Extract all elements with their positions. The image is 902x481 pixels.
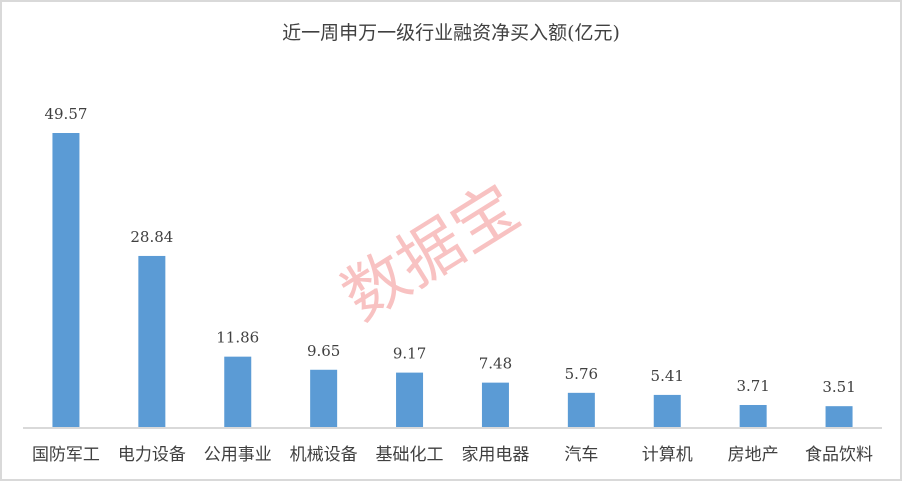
x-tick-label: 公用事业 xyxy=(204,445,272,465)
x-tick-label: 机械设备 xyxy=(290,445,358,465)
data-label: 49.57 xyxy=(44,105,87,123)
bar xyxy=(567,392,595,427)
bar xyxy=(138,255,166,427)
x-tick-label: 电力设备 xyxy=(118,445,186,465)
x-tick-label: 汽车 xyxy=(564,445,598,465)
chart-title: 近一周申万一级行业融资净买入额(亿元) xyxy=(282,22,620,44)
data-label: 7.48 xyxy=(479,355,512,373)
x-tick-label: 计算机 xyxy=(642,445,693,465)
bar xyxy=(310,369,338,427)
data-label: 9.17 xyxy=(393,345,426,363)
bar xyxy=(825,406,853,427)
bar xyxy=(653,394,681,427)
data-label: 5.41 xyxy=(651,367,684,385)
data-label: 28.84 xyxy=(130,228,173,246)
x-tick-label: 家用电器 xyxy=(461,445,529,465)
data-label: 9.65 xyxy=(307,342,340,360)
bar xyxy=(224,356,252,427)
x-tick-label: 食品饮料 xyxy=(805,445,873,465)
bar xyxy=(52,133,80,427)
bar xyxy=(739,404,767,427)
data-label: 11.86 xyxy=(216,329,259,347)
bar xyxy=(396,372,424,427)
data-label: 3.71 xyxy=(736,377,769,395)
data-label: 5.76 xyxy=(565,365,598,383)
x-tick-label: 国防军工 xyxy=(32,445,100,465)
x-tick-label: 基础化工 xyxy=(376,445,444,465)
data-label: 3.51 xyxy=(822,378,855,396)
bar xyxy=(481,382,509,427)
x-tick-label: 房地产 xyxy=(728,445,779,465)
